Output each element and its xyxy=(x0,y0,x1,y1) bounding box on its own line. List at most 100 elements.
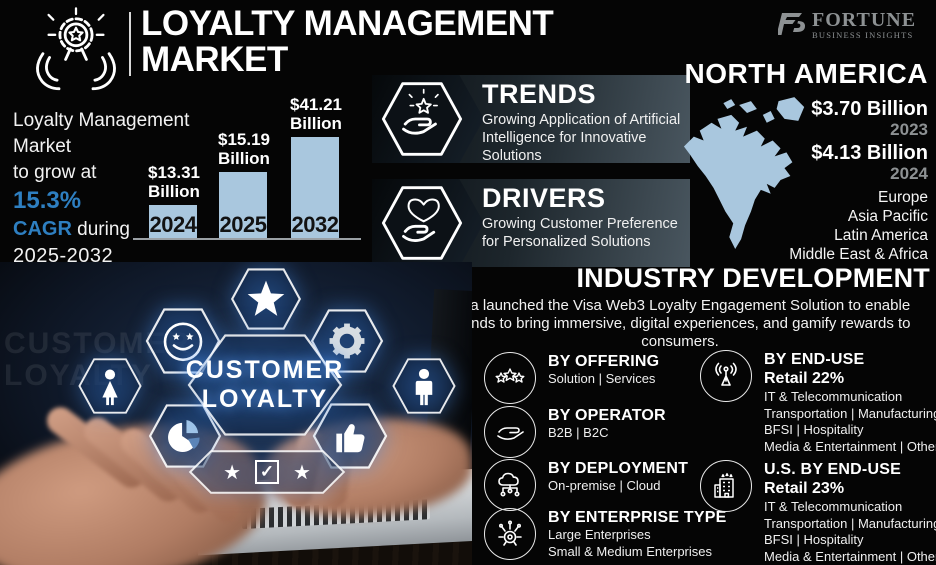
segment-heading: U.S. BY END-USE xyxy=(764,461,901,478)
bar-value-label: $13.31 Billion xyxy=(148,163,200,201)
bar-value-label: $15.19 Billion xyxy=(218,130,270,168)
customer-loyalty-photo: CUSTOMER LOYALTY xyxy=(0,262,472,565)
segment-line: Transportation | Manufacturing xyxy=(764,515,936,531)
page-title-line2: MARKET xyxy=(141,40,288,79)
segment-heading: BY OPERATOR xyxy=(548,407,666,424)
forecast-period: 2025-2032 xyxy=(13,245,114,267)
segment-line: IT & Telecommunication xyxy=(764,389,903,404)
segment-highlight: Retail 23% xyxy=(764,480,845,497)
region-asia-pacific: Asia Pacific xyxy=(847,208,928,225)
brand-tagline: BUSINESS INSIGHTS xyxy=(812,30,914,40)
bar-rect: 2024 xyxy=(149,205,197,238)
region-europe: Europe xyxy=(878,189,928,206)
segment-heading: BY DEPLOYMENT xyxy=(548,460,689,477)
trends-text-block: TRENDS Growing Application of Artificial… xyxy=(482,79,687,165)
customer-loyalty-label-hexagon: CUSTOMER LOYALTY xyxy=(180,332,350,438)
chart-baseline xyxy=(133,238,361,240)
cagr-label: CAGR xyxy=(13,218,72,240)
segment-by-enterprise-type: BY ENTERPRISE TYPE Large Enterprises Sma… xyxy=(484,508,726,560)
industry-development-text: Visa launched the Visa Web3 Loyalty Enga… xyxy=(449,297,911,350)
industry-development-section: INDUSTRY DEVELOPMENT Visa launched the V… xyxy=(430,263,930,351)
segment-line: On-premise | Cloud xyxy=(548,478,661,493)
cagr-rate-value: 15.3% xyxy=(13,187,82,214)
segment-by-deployment: BY DEPLOYMENT On-premise | Cloud xyxy=(484,459,688,511)
bar-year-label: 2032 xyxy=(291,212,339,237)
segment-us-by-end-use: U.S. BY END-USE Retail 23% IT & Telecomm… xyxy=(700,460,936,565)
page-title-line1: LOYALTY MANAGEMENT xyxy=(141,4,554,43)
star-icon: ★ xyxy=(223,461,241,484)
na-2023-year: 2023 xyxy=(890,120,928,139)
north-america-stats: $3.70 Billion 2023 $4.13 Billion 2024 xyxy=(811,98,928,186)
bar-2032: $41.21 Billion 2032 xyxy=(290,95,342,238)
bar-2025: $15.19 Billion 2025 xyxy=(218,130,270,238)
star-hexagon-icon xyxy=(230,268,302,330)
industry-development-heading: INDUSTRY DEVELOPMENT xyxy=(576,263,930,293)
north-america-map xyxy=(680,92,818,264)
market-size-bar-chart: $13.31 Billion 2024 $15.19 Billion 2025 … xyxy=(133,90,361,240)
bar-value-label: $41.21 Billion xyxy=(290,95,342,133)
region-latin-america: Latin America xyxy=(834,227,928,244)
woman-hexagon-icon xyxy=(78,358,142,414)
hands-holding-badge-logo-icon xyxy=(24,6,128,92)
segment-line: Solution | Services xyxy=(548,371,656,386)
thumbs-up-hexagon-icon xyxy=(312,403,388,469)
segment-line: Transportation | Manufacturing xyxy=(764,405,936,421)
growth-line2: Market xyxy=(13,136,72,157)
bar-rect: 2032 xyxy=(291,137,339,238)
smiley-hexagon-icon xyxy=(145,308,221,374)
region-mea: Middle East & Africa xyxy=(789,246,928,263)
segment-line: Large Enterprises xyxy=(548,527,651,542)
gear-circuit-icon xyxy=(484,508,536,560)
drivers-heading: DRIVERS xyxy=(482,183,606,213)
na-2024-year: 2024 xyxy=(890,164,928,183)
trends-heading: TRENDS xyxy=(482,79,597,109)
bar-year-label: 2024 xyxy=(149,212,197,237)
drivers-hexagon-icon xyxy=(380,184,464,262)
segment-line: BFSI | Hospitality xyxy=(764,532,864,547)
cagr-line: CAGR during xyxy=(13,216,189,243)
pie-chart-hexagon-icon xyxy=(148,404,222,468)
growth-line1: Loyalty Management xyxy=(13,110,190,131)
na-2023-value: $3.70 Billion xyxy=(811,98,928,120)
stars-icon xyxy=(484,352,536,404)
segment-heading: BY ENTERPRISE TYPE xyxy=(548,509,727,526)
segment-heading: BY OFFERING xyxy=(548,353,660,370)
na-2024-value: $4.13 Billion xyxy=(811,142,928,164)
hand-icon xyxy=(484,406,536,458)
segment-by-offering: BY OFFERING Solution | Services xyxy=(484,352,659,404)
gear-hexagon-icon xyxy=(310,309,384,373)
segment-line: Media & Entertainment | Others xyxy=(764,438,936,454)
page-title: LOYALTY MANAGEMENT MARKET xyxy=(141,4,554,79)
customer-loyalty-label: CUSTOMER LOYALTY xyxy=(185,356,345,413)
rating-banner-hexagon: ★ ✓ ★ xyxy=(187,446,347,498)
segment-line: BFSI | Hospitality xyxy=(764,422,864,437)
brand-name: FORTUNE xyxy=(812,9,917,31)
fortune-business-insights-logo: FORTUNE BUSINESS INSIGHTS xyxy=(778,10,928,40)
building-icon xyxy=(700,460,752,512)
segment-by-end-use: BY END-USE Retail 22% IT & Telecommunica… xyxy=(700,350,936,455)
bar-2024: $13.31 Billion 2024 xyxy=(148,163,200,238)
segment-line: IT & Telecommunication xyxy=(764,499,903,514)
trends-hexagon-icon xyxy=(380,80,464,158)
segment-by-operator: BY OPERATOR B2B | B2C xyxy=(484,406,666,458)
segment-line: Media & Entertainment | Others xyxy=(764,548,936,564)
segment-line: Small & Medium Enterprises xyxy=(548,543,712,559)
north-america-heading: NORTH AMERICA xyxy=(684,58,928,89)
trends-band: TRENDS Growing Application of Artificial… xyxy=(372,75,690,165)
fortune-logo-icon xyxy=(778,13,805,35)
drivers-band: DRIVERS Growing Customer Preference for … xyxy=(372,179,690,267)
antenna-icon xyxy=(700,350,752,402)
star-icon: ★ xyxy=(293,461,311,484)
man-hexagon-icon xyxy=(392,358,456,414)
cloud-network-icon xyxy=(484,459,536,511)
drivers-text-block: DRIVERS Growing Customer Preference for … xyxy=(482,183,687,251)
growth-statement: Loyalty Management Market to grow at 15.… xyxy=(13,108,189,269)
trends-description: Growing Application of Artificial Intell… xyxy=(482,112,681,164)
bar-rect: 2025 xyxy=(219,172,267,238)
segment-line: B2B | B2C xyxy=(548,425,609,440)
segment-heading: BY END-USE xyxy=(764,351,865,368)
growth-line3: to grow at xyxy=(13,162,97,183)
during-label: during xyxy=(71,219,130,240)
checkbox-checked-icon: ✓ xyxy=(255,460,279,484)
